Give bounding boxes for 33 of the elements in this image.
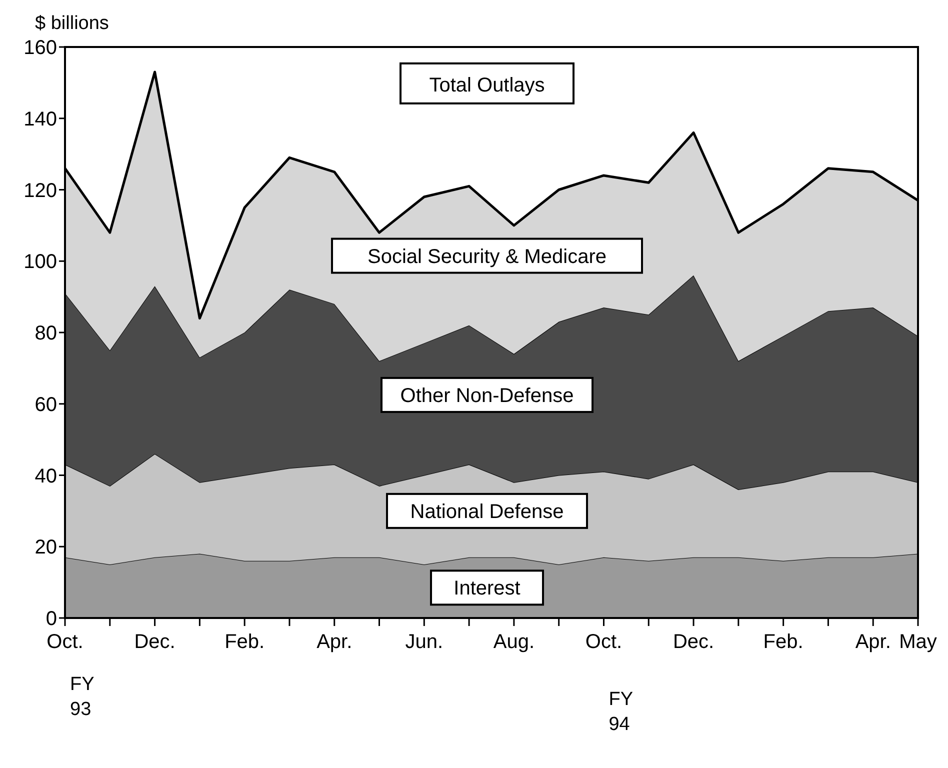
y-tick-label: 40: [34, 465, 57, 488]
x-tick-label: May: [899, 631, 937, 653]
x-tick-label: Feb.: [224, 631, 265, 653]
x-tick-label: Apr.: [855, 631, 891, 653]
name-tag: Social Security & Medicare: [331, 238, 643, 274]
name-tag: Interest: [430, 570, 544, 606]
y-tick-label: 60: [34, 394, 57, 416]
series-label: Interest: [454, 578, 521, 600]
x-tick-label: Feb.: [763, 631, 804, 653]
y-tick-label: 20: [34, 536, 57, 559]
x-tick-label: Apr.: [316, 631, 352, 653]
y-tick-label: 120: [24, 180, 57, 202]
series-label: National Defense: [410, 500, 564, 523]
text: FY 94: [608, 689, 634, 735]
name-tag: Other Non-Defense: [380, 376, 594, 413]
y-tick-label: 160: [24, 37, 57, 59]
x-tick-label: Aug.: [493, 631, 535, 653]
name-tag: Total Outlays: [400, 62, 574, 104]
x-tick-label: Jun.: [405, 631, 444, 653]
series-label: Other Non-Defense: [400, 384, 574, 407]
name-tag: National Defense: [386, 492, 588, 529]
y-axis-title: $ billions: [35, 13, 109, 34]
annotation: Total Outlays: [429, 74, 545, 96]
y-tick-label: 0: [46, 608, 57, 630]
y-tick-label: 140: [24, 108, 57, 130]
y-tick-label: 100: [24, 251, 57, 274]
series-label: Social Security & Medicare: [368, 246, 607, 268]
x-tick-label: Dec.: [672, 631, 714, 653]
x-tick-label: Dec.: [134, 631, 176, 653]
x-tick-label: Oct.: [46, 631, 84, 653]
text: FY 93: [70, 674, 95, 720]
y-tick-label: 80: [34, 322, 57, 344]
x-tick-label: Oct.: [585, 631, 622, 653]
